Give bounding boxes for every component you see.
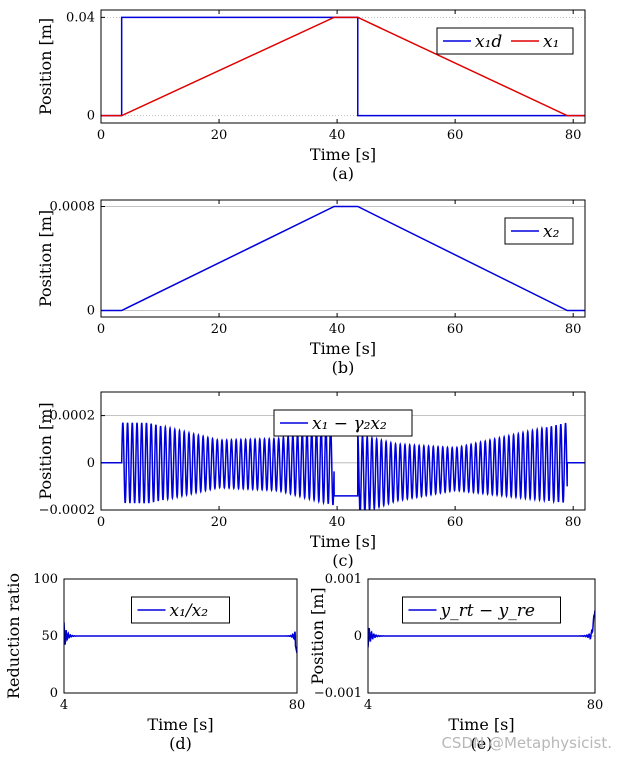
legend-entry: x₁ − γ₂x₂ xyxy=(312,414,387,434)
xtick-label: 0 xyxy=(97,322,105,337)
xtick-label: 20 xyxy=(211,128,228,143)
legend: y_rt − y_re xyxy=(402,596,561,624)
watermark: CSDN @Metaphysicist. xyxy=(441,734,612,752)
xtick-label: 40 xyxy=(329,128,346,143)
xtick-label: 40 xyxy=(329,515,346,530)
ytick-label: 0.001 xyxy=(325,572,362,587)
ytick-label: −0.001 xyxy=(314,686,362,701)
series-line-b xyxy=(101,205,585,312)
x-axis-label: Time [s] xyxy=(147,715,213,734)
panel-caption: (a) xyxy=(332,164,354,183)
xtick-label: 20 xyxy=(211,322,228,337)
ytick-label: −0.0002 xyxy=(39,503,95,518)
x-axis-label: Time [s] xyxy=(448,715,514,734)
xtick-label: 60 xyxy=(447,128,464,143)
panel-caption: (c) xyxy=(332,551,353,570)
xtick-label: 4 xyxy=(364,698,372,713)
chart-e: −0.001 0 0.001 4 80 Time [s] Position [m] (e) y_… xyxy=(308,572,603,753)
legend-entry: x₁/x₂ xyxy=(170,601,209,621)
xtick-label: 80 xyxy=(587,698,604,713)
ytick-label: 0 xyxy=(50,686,58,701)
y-axis-label: Position [m] xyxy=(308,587,327,684)
ytick-label: 0 xyxy=(354,629,362,644)
series-line-e xyxy=(368,610,595,648)
panel-caption: (e) xyxy=(471,734,493,753)
xtick-label: 80 xyxy=(565,515,582,530)
xtick-label: 80 xyxy=(565,128,582,143)
ytick-label: 0 xyxy=(87,456,95,471)
ytick-label: 0 xyxy=(87,304,95,319)
xtick-label: 0 xyxy=(97,515,105,530)
series-line-d xyxy=(64,622,297,654)
legend: x₁/x₂ xyxy=(131,596,230,624)
chart-b: 0 0.0008 0 20 40 60 80 Time [s] Position [m] (b) x… xyxy=(36,199,586,377)
ytick-label: 0.0002 xyxy=(50,409,96,424)
legend-entry: x₁d xyxy=(475,32,502,52)
xtick-label: 40 xyxy=(329,322,346,337)
xtick-label: 80 xyxy=(565,322,582,337)
xtick-label: 0 xyxy=(97,128,105,143)
legend: x₁ − γ₂x₂ xyxy=(273,409,413,437)
y-axis-label: Reduction ratio xyxy=(4,573,23,699)
plot-frame xyxy=(100,9,586,124)
y-axis-label: Position [m] xyxy=(36,210,55,307)
series-line-a xyxy=(101,16,585,117)
x-axis-label: Time [s] xyxy=(310,145,376,164)
plot-frame xyxy=(100,391,586,511)
plot-frame xyxy=(100,199,586,318)
xtick-label: 80 xyxy=(289,698,306,713)
legend: x₁d x₁ xyxy=(436,27,574,55)
chart-a: 0 0.04 0 20 40 60 80 Time [s] Position [m] (a) x₁d… xyxy=(36,9,586,183)
legend-entry: x₂ xyxy=(543,222,560,242)
x-axis-label: Time [s] xyxy=(310,532,376,551)
y-axis-label: Position [m] xyxy=(36,402,55,499)
plot-frame xyxy=(367,578,596,694)
ytick-label: 0.04 xyxy=(66,10,95,25)
xtick-label: 4 xyxy=(60,698,68,713)
series-line-c xyxy=(101,422,585,510)
xtick-label: 60 xyxy=(447,322,464,337)
xtick-label: 60 xyxy=(447,515,464,530)
ytick-label: 0 xyxy=(87,109,95,124)
y-axis-label: Position [m] xyxy=(36,18,55,115)
legend-entry: y_rt − y_re xyxy=(440,601,535,621)
panel-caption: (b) xyxy=(332,358,355,377)
xtick-label: 20 xyxy=(211,515,228,530)
ytick-label: 0.0008 xyxy=(50,200,96,215)
ytick-label: 100 xyxy=(33,572,58,587)
ytick-label: 50 xyxy=(41,629,58,644)
chart-d: 0 50 100 4 80 Time [s] Reduction ratio (d) x₁/x₂ xyxy=(4,572,305,753)
legend: x₂ xyxy=(504,217,574,245)
panel-caption: (d) xyxy=(169,734,192,753)
plot-frame xyxy=(63,578,298,694)
x-axis-label: Time [s] xyxy=(310,339,376,358)
legend-entry: x₁ xyxy=(543,32,559,52)
